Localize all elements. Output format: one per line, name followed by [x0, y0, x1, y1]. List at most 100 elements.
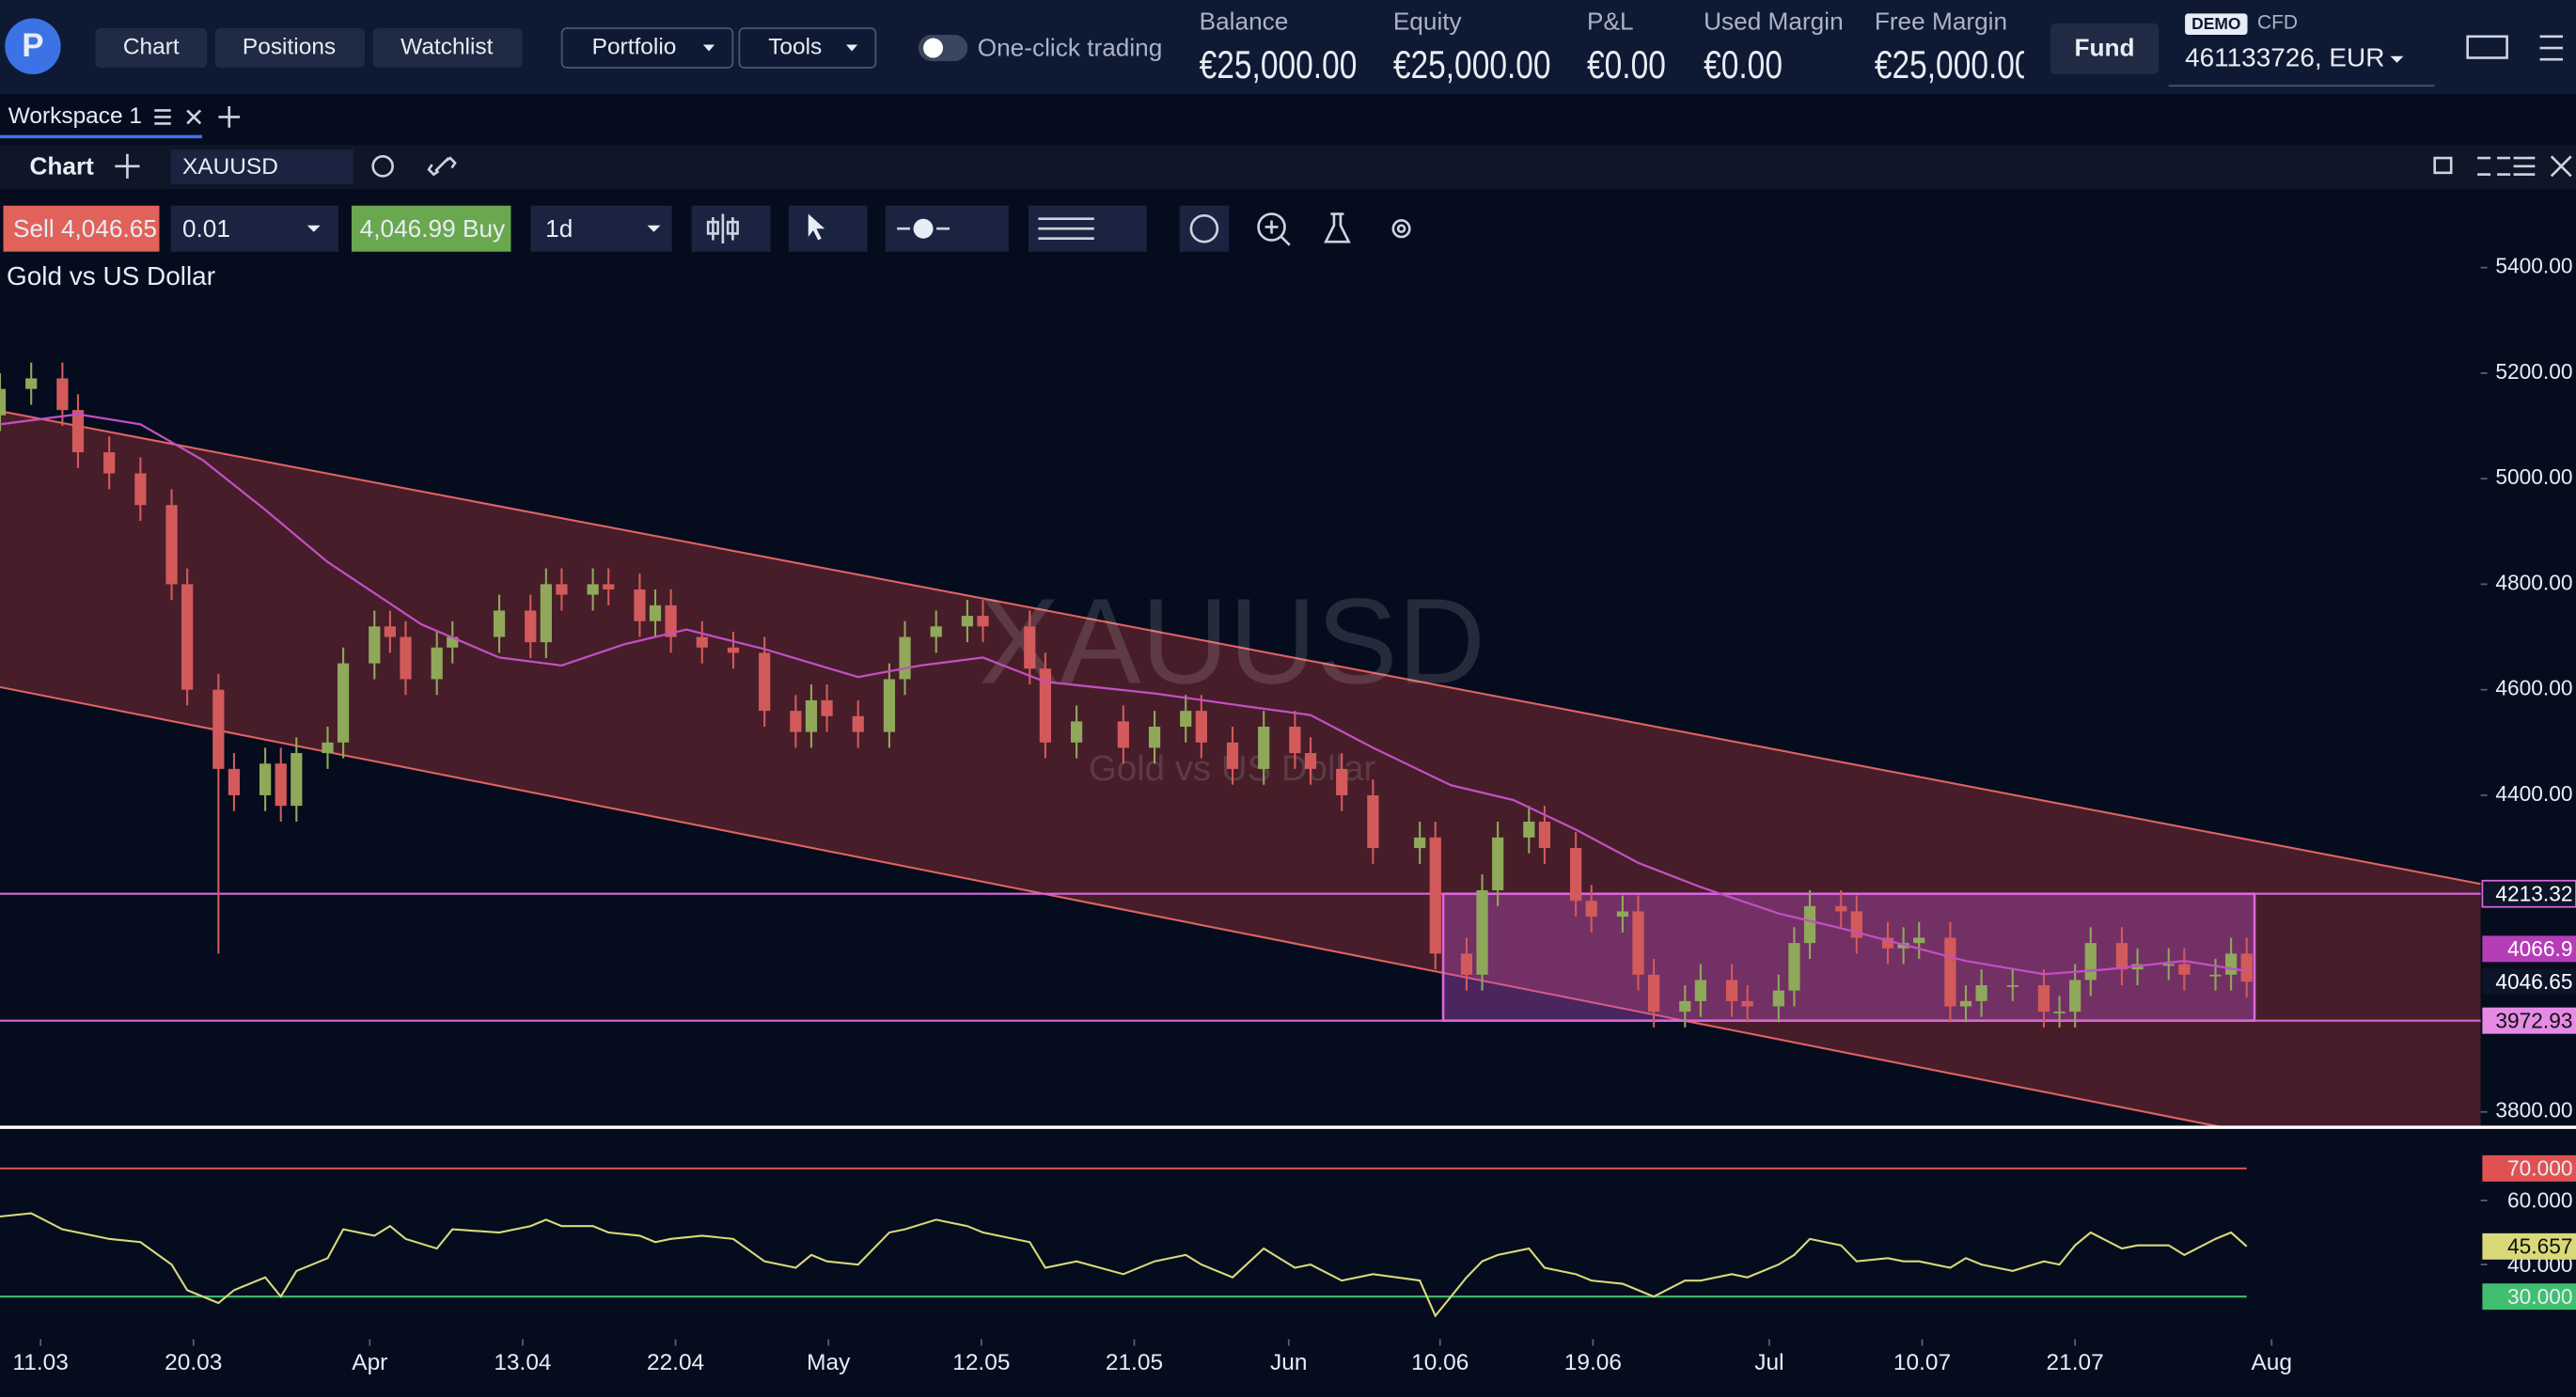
candle-body — [56, 378, 69, 411]
candle-body — [1414, 837, 1426, 849]
y-tick-label: 5200.00 — [2495, 359, 2572, 384]
symbol-box[interactable] — [170, 149, 353, 185]
nav-label[interactable]: Chart — [123, 34, 180, 59]
symbol[interactable]: XAUUSD — [182, 154, 278, 180]
candle-body — [1913, 937, 1925, 944]
candle-body — [400, 636, 412, 680]
menu-button[interactable] — [738, 27, 877, 69]
account-value: €0.00 — [1587, 42, 1666, 86]
candle-body — [603, 584, 615, 590]
x-tick-label: 21.05 — [1106, 1350, 1163, 1375]
channel-fill — [0, 411, 2481, 1128]
candle-body — [369, 626, 381, 664]
candle-body — [649, 604, 662, 621]
range-box — [1441, 892, 2256, 1022]
sell-text[interactable]: Sell 4,046.65 — [13, 214, 157, 243]
nav-button[interactable] — [372, 28, 523, 68]
logo[interactable] — [5, 18, 61, 74]
candle-body — [1835, 905, 1847, 912]
y-tick-label: 3800.00 — [2495, 1098, 2572, 1122]
candle-body — [1180, 711, 1192, 727]
candle-body — [1117, 721, 1129, 748]
candle-body — [634, 589, 646, 621]
account-label: Balance — [1200, 8, 1289, 36]
account-id[interactable]: 461133726, EUR — [2185, 43, 2384, 72]
sell-label[interactable]: Sell — [13, 214, 55, 243]
x-tick-label: May — [807, 1350, 851, 1375]
layout-icon[interactable] — [2466, 35, 2508, 59]
candle-body — [696, 636, 708, 648]
nav-button[interactable] — [95, 28, 208, 68]
workspace-tab[interactable]: Workspace 1 — [8, 103, 142, 129]
candle-body — [821, 699, 833, 716]
candle-body — [1616, 911, 1629, 918]
info-icon[interactable] — [371, 155, 394, 178]
demo-label: DEMO — [2191, 14, 2240, 33]
candle-body — [1258, 726, 1270, 769]
y-tick-label: 5400.00 — [2495, 254, 2572, 278]
buy-label[interactable]: Buy — [463, 214, 506, 243]
sell-price[interactable]: 4,046.65 — [61, 214, 157, 243]
link-icon[interactable] — [427, 156, 457, 177]
add-icon[interactable] — [115, 153, 140, 179]
candle-body — [1570, 848, 1582, 902]
candle-body — [337, 663, 350, 743]
menu-label[interactable]: Tools — [768, 34, 822, 59]
candle-body — [852, 715, 864, 732]
price-tag-label: 4213.32 — [2495, 881, 2572, 905]
buy-price[interactable]: 4,046.99 — [360, 214, 456, 243]
price-tag — [2481, 879, 2576, 908]
candle-body — [1460, 953, 1473, 975]
price-tag-label: 3972.93 — [2495, 1008, 2572, 1032]
candle-body — [71, 410, 85, 453]
candle-body — [1741, 1000, 1753, 1007]
toolbar-tools[interactable] — [691, 205, 1411, 252]
timeframe-box[interactable] — [530, 205, 672, 252]
candle-body — [2209, 974, 2222, 977]
price-tag-label: 4046.65 — [2495, 969, 2572, 994]
candle-body — [1975, 985, 1987, 1001]
product-label: CFD — [2257, 11, 2298, 33]
x-tick-label: Jul — [1754, 1350, 1783, 1375]
logo-mark: P — [22, 27, 43, 64]
nav-label[interactable]: Watchlist — [401, 34, 493, 59]
candle-body — [1336, 768, 1348, 795]
x-tick-label: 22.04 — [647, 1350, 704, 1375]
candle-body — [1803, 905, 1816, 944]
candle-body — [2240, 953, 2253, 982]
candle-body — [165, 505, 178, 585]
candle-body — [525, 610, 537, 643]
timeframe[interactable]: 1d — [545, 214, 573, 243]
account-value: €25,000.00 — [1875, 42, 2033, 86]
tab-icons[interactable] — [154, 106, 241, 128]
menu-label[interactable]: Portfolio — [592, 34, 677, 59]
nav-label[interactable]: Positions — [243, 34, 336, 59]
watermark: XAUUSD — [979, 573, 1485, 709]
x-tick-label: Apr — [352, 1350, 387, 1375]
chart-header — [0, 145, 2576, 190]
menu-button[interactable] — [560, 27, 734, 69]
buy-button[interactable] — [351, 205, 511, 252]
fund-label[interactable]: Fund — [2074, 34, 2134, 62]
x-tick-label: 21.07 — [2047, 1350, 2104, 1375]
x-tick-label: 20.03 — [165, 1350, 222, 1375]
x-tick-label: 19.06 — [1564, 1350, 1622, 1375]
candle-body — [322, 742, 334, 754]
candle-body — [2178, 964, 2191, 975]
sell-button[interactable] — [3, 205, 160, 252]
fund-button[interactable] — [2050, 23, 2160, 74]
candle-body — [930, 626, 942, 637]
candle-body — [1195, 711, 1207, 743]
channel-line — [0, 685, 2228, 1128]
candle-body — [1289, 726, 1301, 754]
candle-body — [2084, 943, 2097, 981]
menu-icon[interactable] — [2539, 35, 2564, 61]
quantity[interactable]: 0.01 — [182, 214, 230, 243]
rsi-current-label: 45.657 — [2507, 1234, 2572, 1259]
panel-icons[interactable] — [2433, 155, 2572, 178]
candle-body — [1476, 889, 1488, 975]
buy-text[interactable]: 4,046.99 Buy — [360, 214, 506, 243]
nav-button[interactable] — [214, 28, 365, 68]
candle-body — [1881, 937, 1894, 949]
